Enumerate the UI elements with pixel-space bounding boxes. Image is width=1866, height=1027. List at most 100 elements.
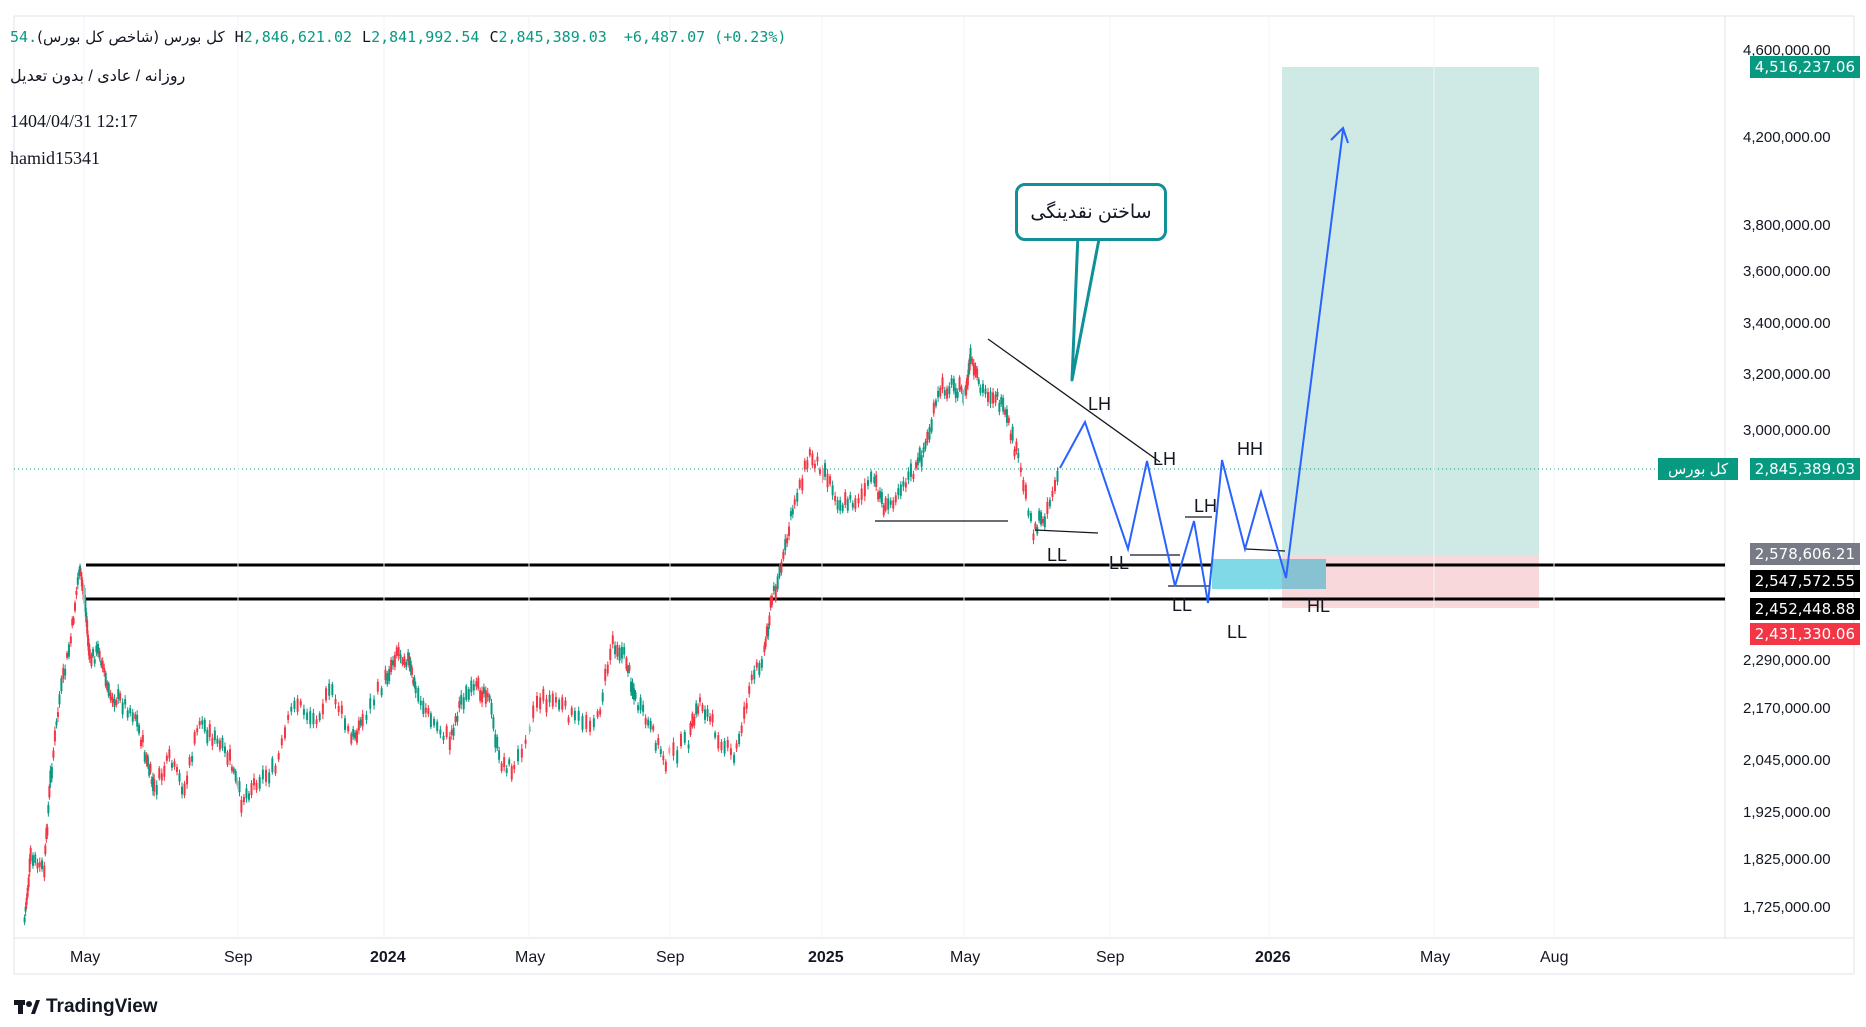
upper-zone-label[interactable]: 2,578,606.21 [1749,543,1860,565]
candle-body [104,672,107,686]
candle-body [503,757,506,768]
candle-body [23,917,26,923]
line-bottom-label[interactable]: 2,452,448.88 [1749,598,1860,620]
line-top-label[interactable]: 2,547,572.55 [1749,570,1860,592]
candle-body [498,750,501,760]
candle-body [318,713,321,721]
candle-body [894,495,897,503]
candle-body [880,492,883,504]
tradingview-logo-icon [14,1000,40,1014]
username: hamid15341 [10,148,100,168]
candle-body [691,713,694,727]
candle-body [238,781,241,793]
tradingview-brand[interactable]: TradingView [14,996,158,1018]
candle-body [41,860,44,870]
candle-body [25,897,28,905]
low-label: L [362,28,372,46]
candle-body [76,577,79,585]
candle-body [510,766,513,780]
price-tick-label: 2,170,000.00 [1743,700,1831,717]
candle-body [720,741,723,751]
price-tick-label: 4,200,000.00 [1743,129,1831,146]
candle-body [711,714,714,723]
current-price-label[interactable]: 2,845,389.03 [1749,458,1860,480]
liquidity-line-6[interactable] [1245,548,1286,552]
candle-body [422,700,425,715]
candle-body [517,749,520,762]
candle-body [629,681,632,692]
candle-body [427,708,430,715]
candle-body [750,674,753,681]
candle-body [831,485,834,496]
candle-body [649,720,652,730]
ohlc-legend[interactable]: کل بورس (شاخص کل بورس).54 H2,846,621.02 L2… [10,28,786,46]
candle-body [405,662,408,668]
candle-body [178,773,181,782]
candle-body [293,700,296,709]
candle-body [208,724,211,738]
candle-body [1017,452,1020,459]
price-tick-label: 3,000,000.00 [1743,422,1831,439]
candle-body [397,647,400,656]
candle-body [496,736,499,749]
candle-body [818,469,821,474]
candle-body [796,492,799,502]
time-tick-label: 2026 [1255,949,1291,966]
candle-body [548,694,551,703]
candle-body [793,499,796,505]
candle-body [129,708,132,714]
time-tick-label: Sep [224,949,253,966]
candle-body [429,713,432,728]
time-tick-label: 2025 [808,949,844,966]
symbol-price-tag[interactable]: کل بورس [1658,458,1739,480]
candle-body [505,768,508,774]
candle-body [778,566,781,577]
candle-body [998,403,1001,412]
target-price-label[interactable]: 4,516,237.06 [1749,56,1860,78]
candle-body [477,677,480,689]
time-tick-label: May [70,949,101,966]
time-tick-label: 2024 [370,949,406,966]
candle-body [74,602,77,611]
candle-body [1053,479,1056,492]
candle-body [450,729,453,735]
candle-body [698,697,701,703]
candle-body [107,683,110,697]
target-zone[interactable] [1282,67,1539,555]
candle-body [399,654,402,659]
candle-body [55,721,58,726]
candlestick-series[interactable] [23,344,1059,926]
candle-body [1040,512,1043,525]
candle-body [283,727,286,739]
candle-body [561,697,564,710]
candle-body [97,643,100,654]
candle-body [170,762,173,768]
projection-path[interactable] [1059,129,1344,604]
time-tick-label: May [1420,949,1451,966]
candle-body [347,726,350,732]
candle-body [50,766,53,779]
candle-body [570,707,573,715]
price-tick-label: 3,200,000.00 [1743,366,1831,383]
candle-body [106,682,109,691]
stop-price-label[interactable]: 2,431,330.06 [1749,623,1860,645]
liquidity-callout[interactable]: ساختن نقدینگی [1015,183,1167,241]
candle-body [729,748,732,755]
candle-body [542,688,545,701]
candle-body [188,757,191,766]
candle-body [709,716,712,722]
low-value: 2,841,992.54 [371,28,480,46]
candle-body [403,656,406,666]
candle-body [866,480,869,486]
candle-body [950,378,953,385]
candle-body [90,655,93,666]
candle-body [306,712,309,721]
candle-body [532,705,535,719]
candle-body [38,862,41,867]
candle-body [829,476,832,485]
descending-trendline[interactable] [987,338,1161,463]
candle-body [408,656,411,668]
liquidity-line-2[interactable] [1034,529,1099,534]
